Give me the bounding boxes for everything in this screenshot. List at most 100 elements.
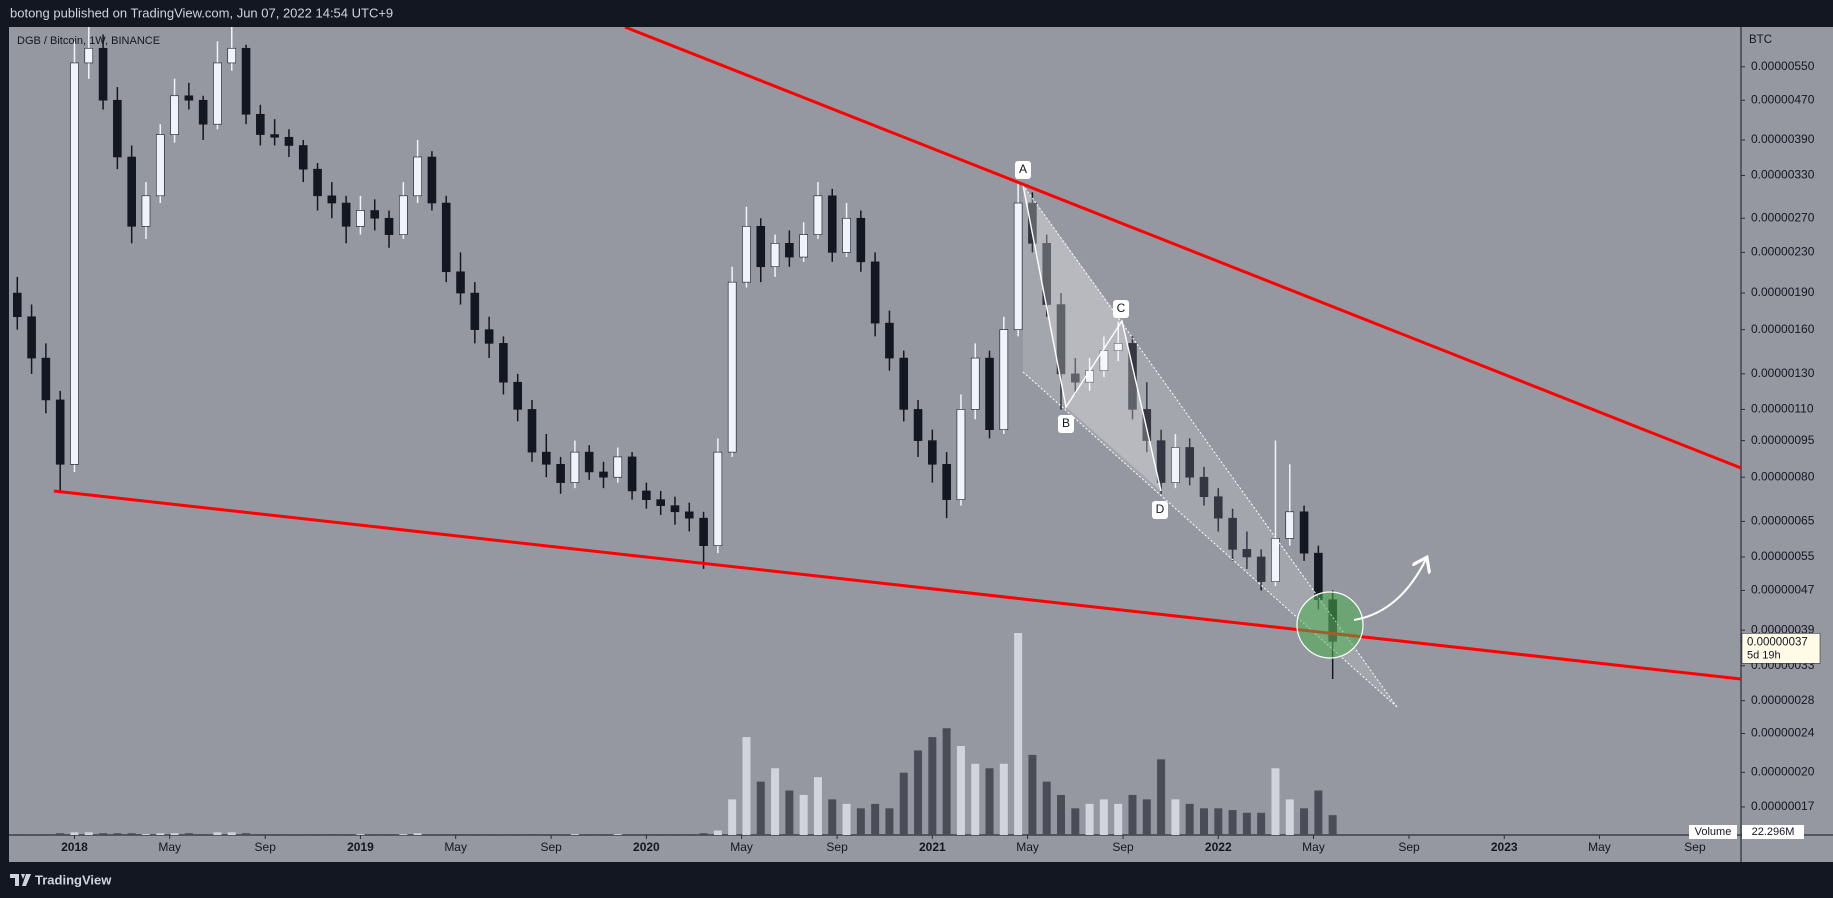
x-tick-label: 2023 (1491, 840, 1518, 854)
candle-body (256, 113, 265, 135)
y-tick-label: 0.00000055 (1751, 549, 1815, 563)
volume-bar (985, 768, 994, 835)
candles (12, 27, 1337, 680)
volume-bar (485, 834, 494, 835)
candle-body (1213, 496, 1223, 519)
x-tick-label: Sep (1112, 840, 1134, 854)
candle-body (642, 490, 651, 500)
candle-body (1142, 409, 1152, 441)
volume-bar (771, 768, 780, 835)
x-tick-label: May (158, 840, 181, 854)
volume-bar (1271, 768, 1280, 835)
candle-body (970, 357, 980, 410)
candle-body (627, 456, 637, 492)
candle-body (70, 62, 79, 465)
y-tick-label: 0.00000080 (1751, 469, 1815, 483)
label-box (1113, 300, 1129, 318)
volume-bar (628, 834, 637, 835)
footer-brand: TradingView (35, 872, 112, 887)
candle-body (370, 210, 380, 219)
volume-bar (871, 803, 880, 835)
candle-body (1228, 517, 1237, 550)
candle-body (670, 505, 680, 513)
candle-body (513, 381, 523, 410)
volume-bar (1185, 803, 1194, 835)
candle-body (942, 463, 951, 500)
candle-body (799, 234, 808, 258)
volume-bar (313, 834, 322, 835)
volume-bar (642, 834, 651, 835)
volume-bar (613, 834, 622, 835)
x-tick-label: Sep (255, 840, 277, 854)
volume-bar (899, 772, 908, 835)
candle-body (956, 409, 966, 500)
volume-bar (713, 830, 722, 835)
y-tick-label: 0.00000230 (1751, 245, 1815, 259)
volume-bar (1057, 794, 1066, 835)
candle-body (327, 195, 337, 204)
legend-box (1742, 825, 1804, 839)
volume-bar (199, 834, 208, 835)
y-tick-label: 0.00000028 (1751, 693, 1815, 707)
volume-bar (1199, 808, 1208, 835)
y-tick-label: 0.00000024 (1751, 726, 1815, 740)
volume-bar (842, 803, 851, 835)
candle-body (1099, 350, 1109, 371)
volume-bar (56, 833, 65, 835)
volume-bar (299, 834, 308, 835)
volume-bar (728, 799, 737, 835)
y-tick-label: 0.00000330 (1751, 168, 1815, 182)
candle-body (570, 451, 580, 483)
y-tick-label: 0.00000390 (1751, 132, 1815, 146)
volume-bar (1228, 810, 1237, 835)
volume-bar (699, 833, 708, 835)
candle-body (499, 343, 508, 383)
point-label: B (1062, 416, 1070, 430)
candle-body (985, 357, 994, 431)
volume-bar (156, 833, 165, 835)
candle-body (742, 225, 751, 283)
y-axis-label: BTC (1749, 34, 1772, 46)
candle-body (1013, 202, 1023, 330)
candle-body (827, 195, 837, 253)
candle-body (170, 95, 179, 135)
axes: 0.00000550 0.00000470 0.00000390 0.00000330… (61, 59, 1815, 854)
point-label: D (1156, 502, 1165, 516)
volume-bar (113, 833, 122, 835)
candle-body (1242, 549, 1252, 558)
volume-bar (1014, 633, 1023, 835)
candle-body (1156, 440, 1166, 483)
footer: TradingView (10, 872, 112, 887)
plot-background (9, 27, 1833, 862)
volume-bar (656, 834, 665, 835)
y-tick-label: 0.00000470 (1751, 92, 1815, 106)
candle-body (1128, 343, 1137, 410)
x-tick-label: May (1302, 840, 1325, 854)
candle-body (727, 281, 737, 453)
candle-body (928, 440, 937, 465)
volume-bar (556, 834, 565, 835)
volume-bar (914, 750, 923, 835)
volume-bar (413, 833, 422, 835)
pattern-fill (1066, 321, 1161, 491)
candle-body (1256, 556, 1266, 582)
resistance-line (624, 27, 1741, 470)
volume-bar (685, 834, 694, 835)
candle-body (27, 316, 36, 359)
volume-bar (13, 834, 22, 835)
symbol-title: DGB / Bitcoin, 1W, BINANCE (17, 35, 160, 47)
support-line (53, 489, 1741, 681)
label-box (1015, 161, 1031, 179)
candle-body (441, 202, 451, 273)
candle-body (127, 156, 136, 227)
candle-body (542, 451, 551, 465)
volume-bar (1171, 799, 1180, 835)
x-tick-label: May (1588, 840, 1611, 854)
volume-bar (1099, 799, 1108, 835)
candle-body (556, 463, 565, 483)
volume-bar (1085, 803, 1094, 835)
label-box (1152, 501, 1168, 519)
volume-bar (999, 763, 1008, 835)
